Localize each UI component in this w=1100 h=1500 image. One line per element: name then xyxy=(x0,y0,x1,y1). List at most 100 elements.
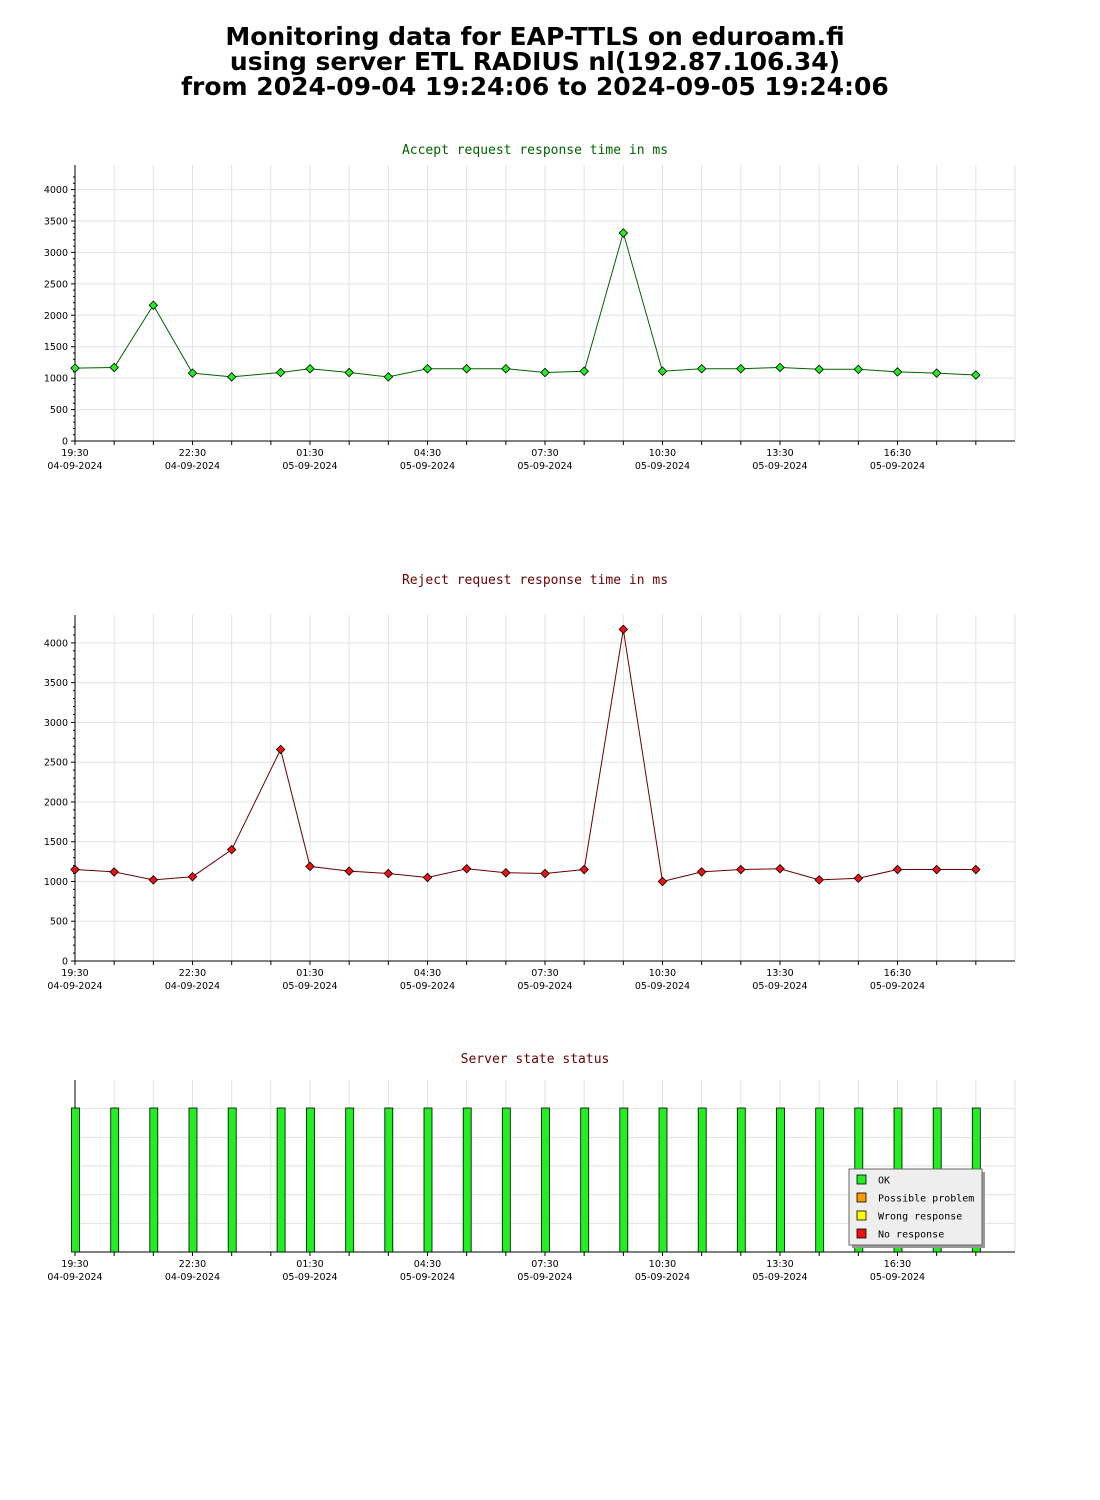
status-bar xyxy=(384,1107,394,1253)
x-tick-time: 19:30 xyxy=(61,968,88,979)
x-tick-date: 05-09-2024 xyxy=(282,981,337,992)
data-point xyxy=(814,364,824,375)
x-tick-time: 13:30 xyxy=(766,1259,793,1270)
x-tick-time: 22:30 xyxy=(179,448,206,459)
x-tick-time: 22:30 xyxy=(179,968,206,979)
status-bar xyxy=(697,1107,707,1253)
data-point xyxy=(187,368,198,378)
status-bar xyxy=(345,1107,355,1253)
x-tick-date: 05-09-2024 xyxy=(400,461,455,472)
data-point xyxy=(736,363,746,374)
legend-swatch xyxy=(856,1192,867,1203)
y-tick-label: 3000 xyxy=(44,718,68,729)
data-point xyxy=(540,367,550,378)
data-point xyxy=(305,861,315,872)
data-point xyxy=(422,363,433,374)
data-point xyxy=(275,367,286,378)
status-bar xyxy=(580,1107,590,1253)
x-tick-date: 05-09-2024 xyxy=(635,1272,690,1283)
y-tick-label: 2000 xyxy=(44,797,68,808)
data-point xyxy=(931,864,942,875)
y-tick-label: 0 xyxy=(62,957,68,968)
x-tick-time: 07:30 xyxy=(531,448,558,459)
y-tick-label: 1000 xyxy=(44,877,68,888)
x-tick-time: 04:30 xyxy=(414,1259,441,1270)
status-bar xyxy=(541,1107,550,1253)
y-tick-label: 3500 xyxy=(44,217,68,228)
x-tick-time: 16:30 xyxy=(884,968,911,979)
x-tick-date: 05-09-2024 xyxy=(517,461,572,472)
legend-label: No response xyxy=(878,1230,944,1241)
status-bar xyxy=(71,1107,80,1253)
data-point xyxy=(383,372,394,382)
x-tick-date: 05-09-2024 xyxy=(282,461,337,472)
y-tick-label: 1000 xyxy=(44,374,68,385)
x-tick-time: 13:30 xyxy=(766,968,793,979)
y-tick-label: 500 xyxy=(50,917,68,928)
x-tick-time: 13:30 xyxy=(766,448,793,459)
y-tick-label: 1500 xyxy=(44,837,68,848)
data-point xyxy=(618,624,629,635)
data-point xyxy=(540,868,550,879)
data-point xyxy=(344,866,354,876)
data-point xyxy=(109,362,119,373)
x-tick-time: 07:30 xyxy=(531,968,558,979)
x-tick-date: 05-09-2024 xyxy=(517,981,572,992)
x-tick-date: 04-09-2024 xyxy=(47,981,102,992)
data-point xyxy=(422,872,433,883)
status-bar xyxy=(776,1107,785,1253)
data-point xyxy=(187,871,198,882)
data-point xyxy=(775,362,785,373)
data-point xyxy=(971,864,981,875)
x-tick-time: 01:30 xyxy=(296,1259,323,1270)
data-point xyxy=(305,363,315,374)
data-point xyxy=(275,744,286,755)
status-bar xyxy=(462,1107,472,1253)
chart-title: Accept request response time in ms xyxy=(402,143,668,158)
data-point xyxy=(853,873,864,884)
x-tick-date: 05-09-2024 xyxy=(400,1272,455,1283)
x-tick-date: 05-09-2024 xyxy=(400,981,455,992)
data-point xyxy=(696,363,707,374)
x-tick-date: 05-09-2024 xyxy=(752,981,807,992)
data-point xyxy=(657,876,668,887)
data-point xyxy=(501,867,511,878)
data-point xyxy=(579,864,589,875)
x-tick-date: 05-09-2024 xyxy=(870,981,925,992)
series-line xyxy=(74,231,976,378)
x-tick-time: 04:30 xyxy=(414,968,441,979)
x-tick-time: 01:30 xyxy=(296,448,323,459)
legend-swatch xyxy=(856,1228,867,1239)
data-point xyxy=(226,372,237,382)
data-point xyxy=(383,868,394,879)
y-tick-label: 500 xyxy=(50,405,68,416)
data-point xyxy=(696,867,707,877)
x-tick-time: 04:30 xyxy=(414,448,441,459)
x-tick-time: 19:30 xyxy=(61,448,88,459)
y-tick-label: 4000 xyxy=(44,638,68,649)
data-point xyxy=(461,863,472,874)
x-tick-date: 05-09-2024 xyxy=(635,461,690,472)
status-bar xyxy=(276,1107,286,1253)
data-point xyxy=(736,864,746,875)
chart-title: Reject request response time in ms xyxy=(402,573,668,588)
x-tick-date: 04-09-2024 xyxy=(47,1272,102,1283)
x-tick-time: 16:30 xyxy=(884,1259,911,1270)
data-point xyxy=(931,368,942,378)
x-tick-time: 10:30 xyxy=(649,968,676,979)
status-bar xyxy=(188,1107,198,1253)
data-point xyxy=(461,363,472,374)
y-tick-label: 2500 xyxy=(44,758,68,769)
status-bar xyxy=(306,1107,315,1253)
x-tick-date: 04-09-2024 xyxy=(165,981,220,992)
legend-label: Possible problem xyxy=(878,1194,974,1205)
x-tick-date: 05-09-2024 xyxy=(752,1272,807,1283)
x-tick-time: 10:30 xyxy=(649,1259,676,1270)
status-bar xyxy=(110,1107,120,1253)
legend-swatch xyxy=(856,1210,867,1221)
data-point xyxy=(971,370,981,380)
x-tick-time: 22:30 xyxy=(179,1259,206,1270)
x-tick-date: 05-09-2024 xyxy=(282,1272,337,1283)
legend-box xyxy=(848,1168,983,1246)
x-tick-date: 04-09-2024 xyxy=(165,461,220,472)
